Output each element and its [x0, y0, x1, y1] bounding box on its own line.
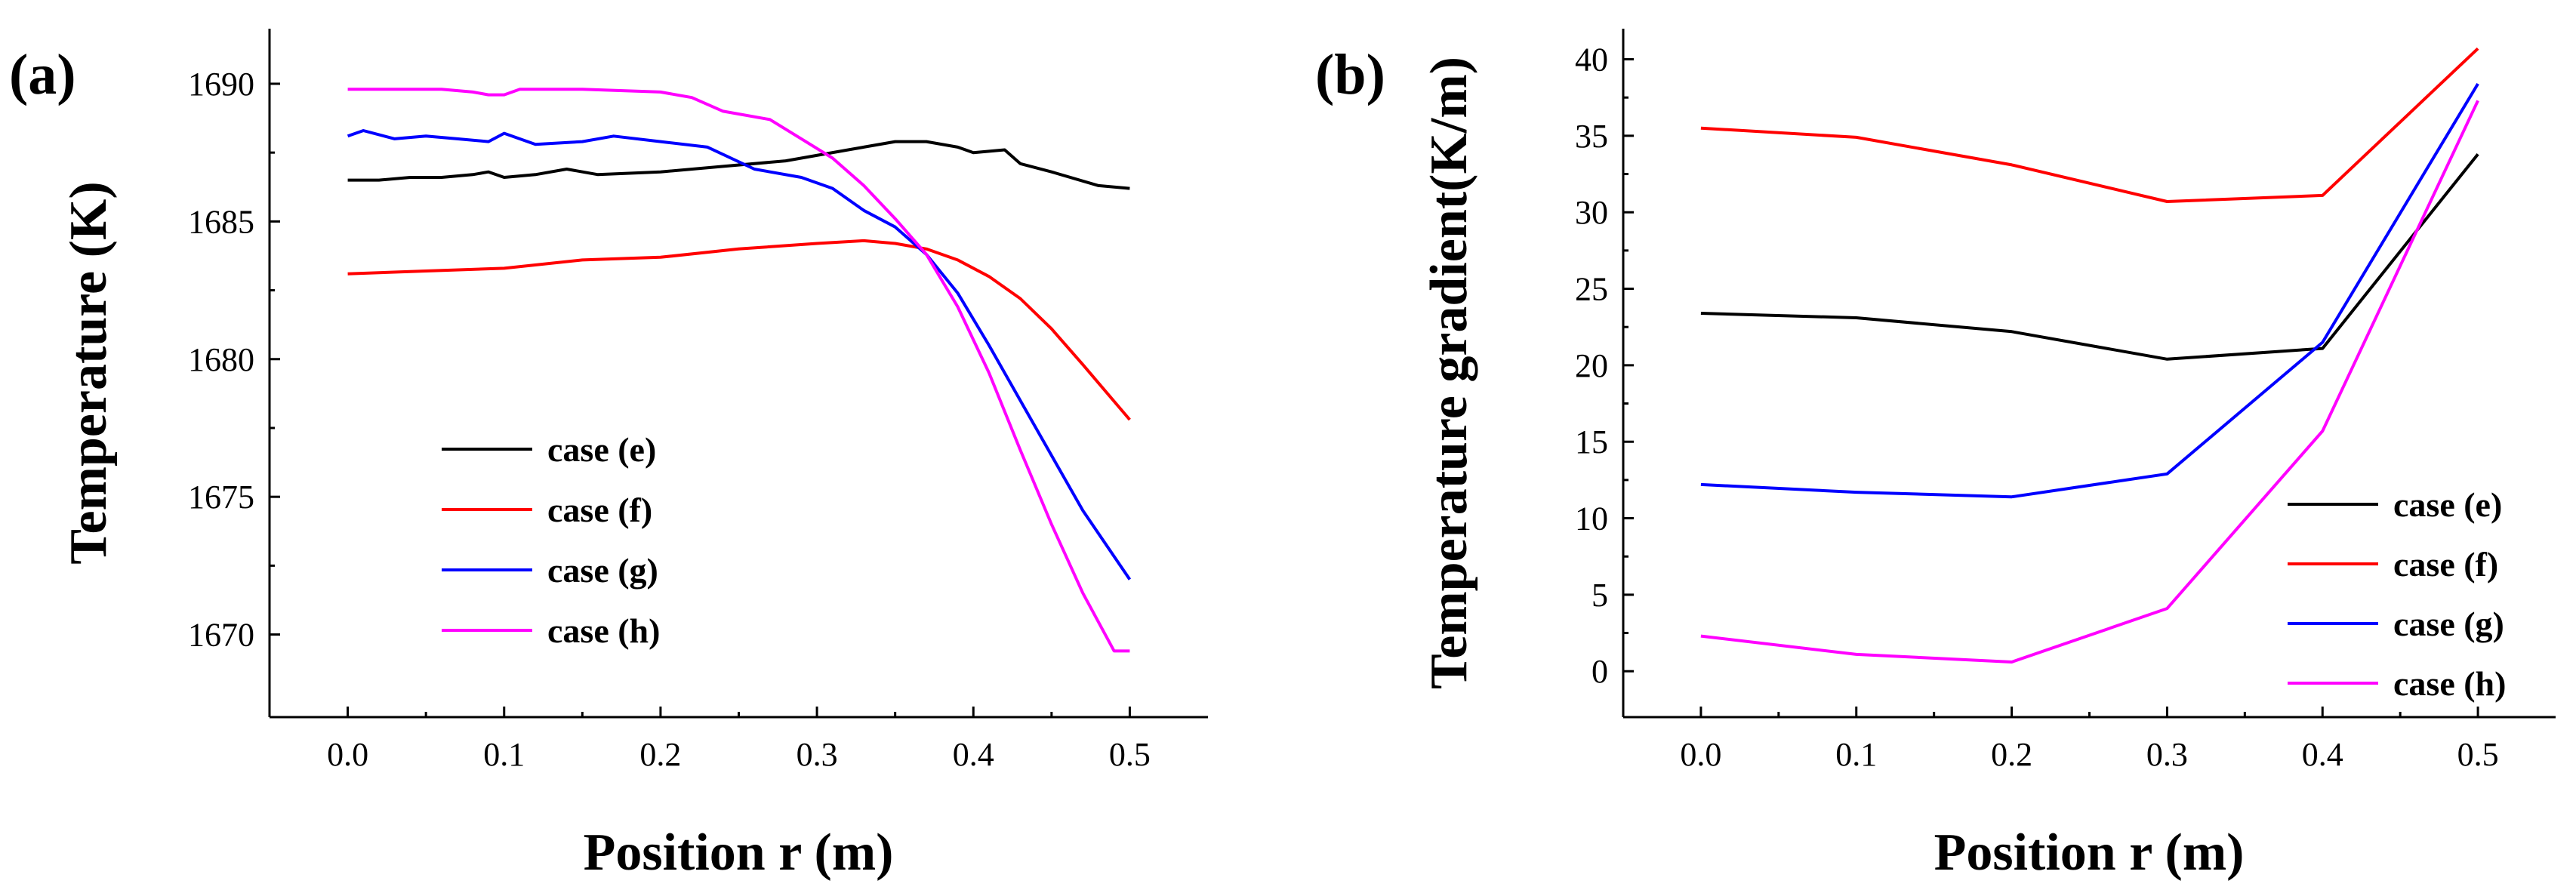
chart-a-y-axis-title: Temperature (K) [60, 181, 118, 564]
chart-b-x-tick-label: 0.5 [2457, 736, 2499, 773]
chart-b: 0.0 0.1 0.2 0.3 0.4 0.5 0 5 10 15 20 25 30 35 40 Positi… [1420, 29, 2556, 882]
chart-a: 0.0 0.1 0.2 0.3 0.4 0.5 1670 1675 1680 1685 1690 Po… [60, 29, 1208, 882]
chart-b-y-tick-label: 15 [1575, 423, 1608, 460]
chart-a-y-tick-label: 1675 [188, 479, 254, 516]
chart-b-y-tick-label: 30 [1575, 194, 1608, 231]
chart-b-x-tick-label: 0.4 [2302, 736, 2343, 773]
chart-a-legend-label-1: case (e) [547, 430, 656, 469]
chart-a-series-line-1 [347, 140, 1130, 190]
chart-a-y-tick-label: 1690 [188, 66, 254, 103]
chart-b-legend-label-1: case (e) [2393, 485, 2502, 524]
chart-a-x-tick-label: 0.2 [639, 736, 681, 773]
chart-b-series-line-2 [1700, 47, 2479, 203]
chart-b-y-tick-label: 20 [1575, 347, 1608, 384]
chart-b-x-tick-label: 0.2 [1991, 736, 2032, 773]
chart-b-y-tick-label: 10 [1575, 500, 1608, 537]
chart-b-legend-label-4: case (h) [2393, 664, 2506, 703]
chart-a-y-tick-label: 1680 [188, 341, 254, 378]
chart-b-y-tick-label: 25 [1575, 271, 1608, 308]
chart-a-series-line-4 [347, 88, 1130, 653]
chart-b-x-tick-label: 0.1 [1835, 736, 1877, 773]
chart-b-y-tick-label: 35 [1575, 118, 1608, 155]
chart-a-x-tick-label: 0.0 [327, 736, 368, 773]
chart-a-x-tick-label: 0.5 [1109, 736, 1151, 773]
chart-a-legend-label-2: case (f) [547, 491, 652, 529]
chart-a-x-tick-label: 0.4 [953, 736, 994, 773]
chart-a-y-tick-label: 1685 [188, 203, 254, 240]
chart-a-series-line-2 [347, 239, 1131, 421]
chart-b-series-line-3 [1700, 82, 2479, 499]
chart-b-y-tick-label: 0 [1592, 653, 1608, 690]
chart-b-series-line-1 [1700, 152, 2479, 361]
chart-a-x-axis-title: Position r (m) [584, 824, 894, 882]
chart-a-series-line-3 [347, 129, 1132, 580]
chart-b-x-tick-label: 0.3 [2146, 736, 2188, 773]
chart-b-x-tick-label: 0.0 [1680, 736, 1721, 773]
chart-a-legend-label-4: case (h) [547, 611, 660, 650]
chart-b-x-axis-title: Position r (m) [1934, 824, 2245, 882]
chart-b-y-tick-label: 5 [1592, 577, 1608, 614]
chart-b-legend-label-2: case (f) [2393, 545, 2498, 584]
chart-b-legend-label-3: case (g) [2393, 605, 2504, 643]
chart-b-series-line-4 [1700, 100, 2479, 664]
chart-b-y-axis-title: Temperature gradient(K/m) [1420, 57, 1478, 689]
chart-b-y-tick-label: 40 [1575, 42, 1608, 79]
panel-label-b: (b) [1315, 43, 1385, 106]
chart-a-legend-label-3: case (g) [547, 551, 658, 590]
chart-a-x-tick-label: 0.1 [483, 736, 525, 773]
chart-a-y-tick-label: 1670 [188, 617, 254, 654]
panel-label-a: (a) [9, 43, 76, 106]
chart-a-x-tick-label: 0.3 [797, 736, 838, 773]
